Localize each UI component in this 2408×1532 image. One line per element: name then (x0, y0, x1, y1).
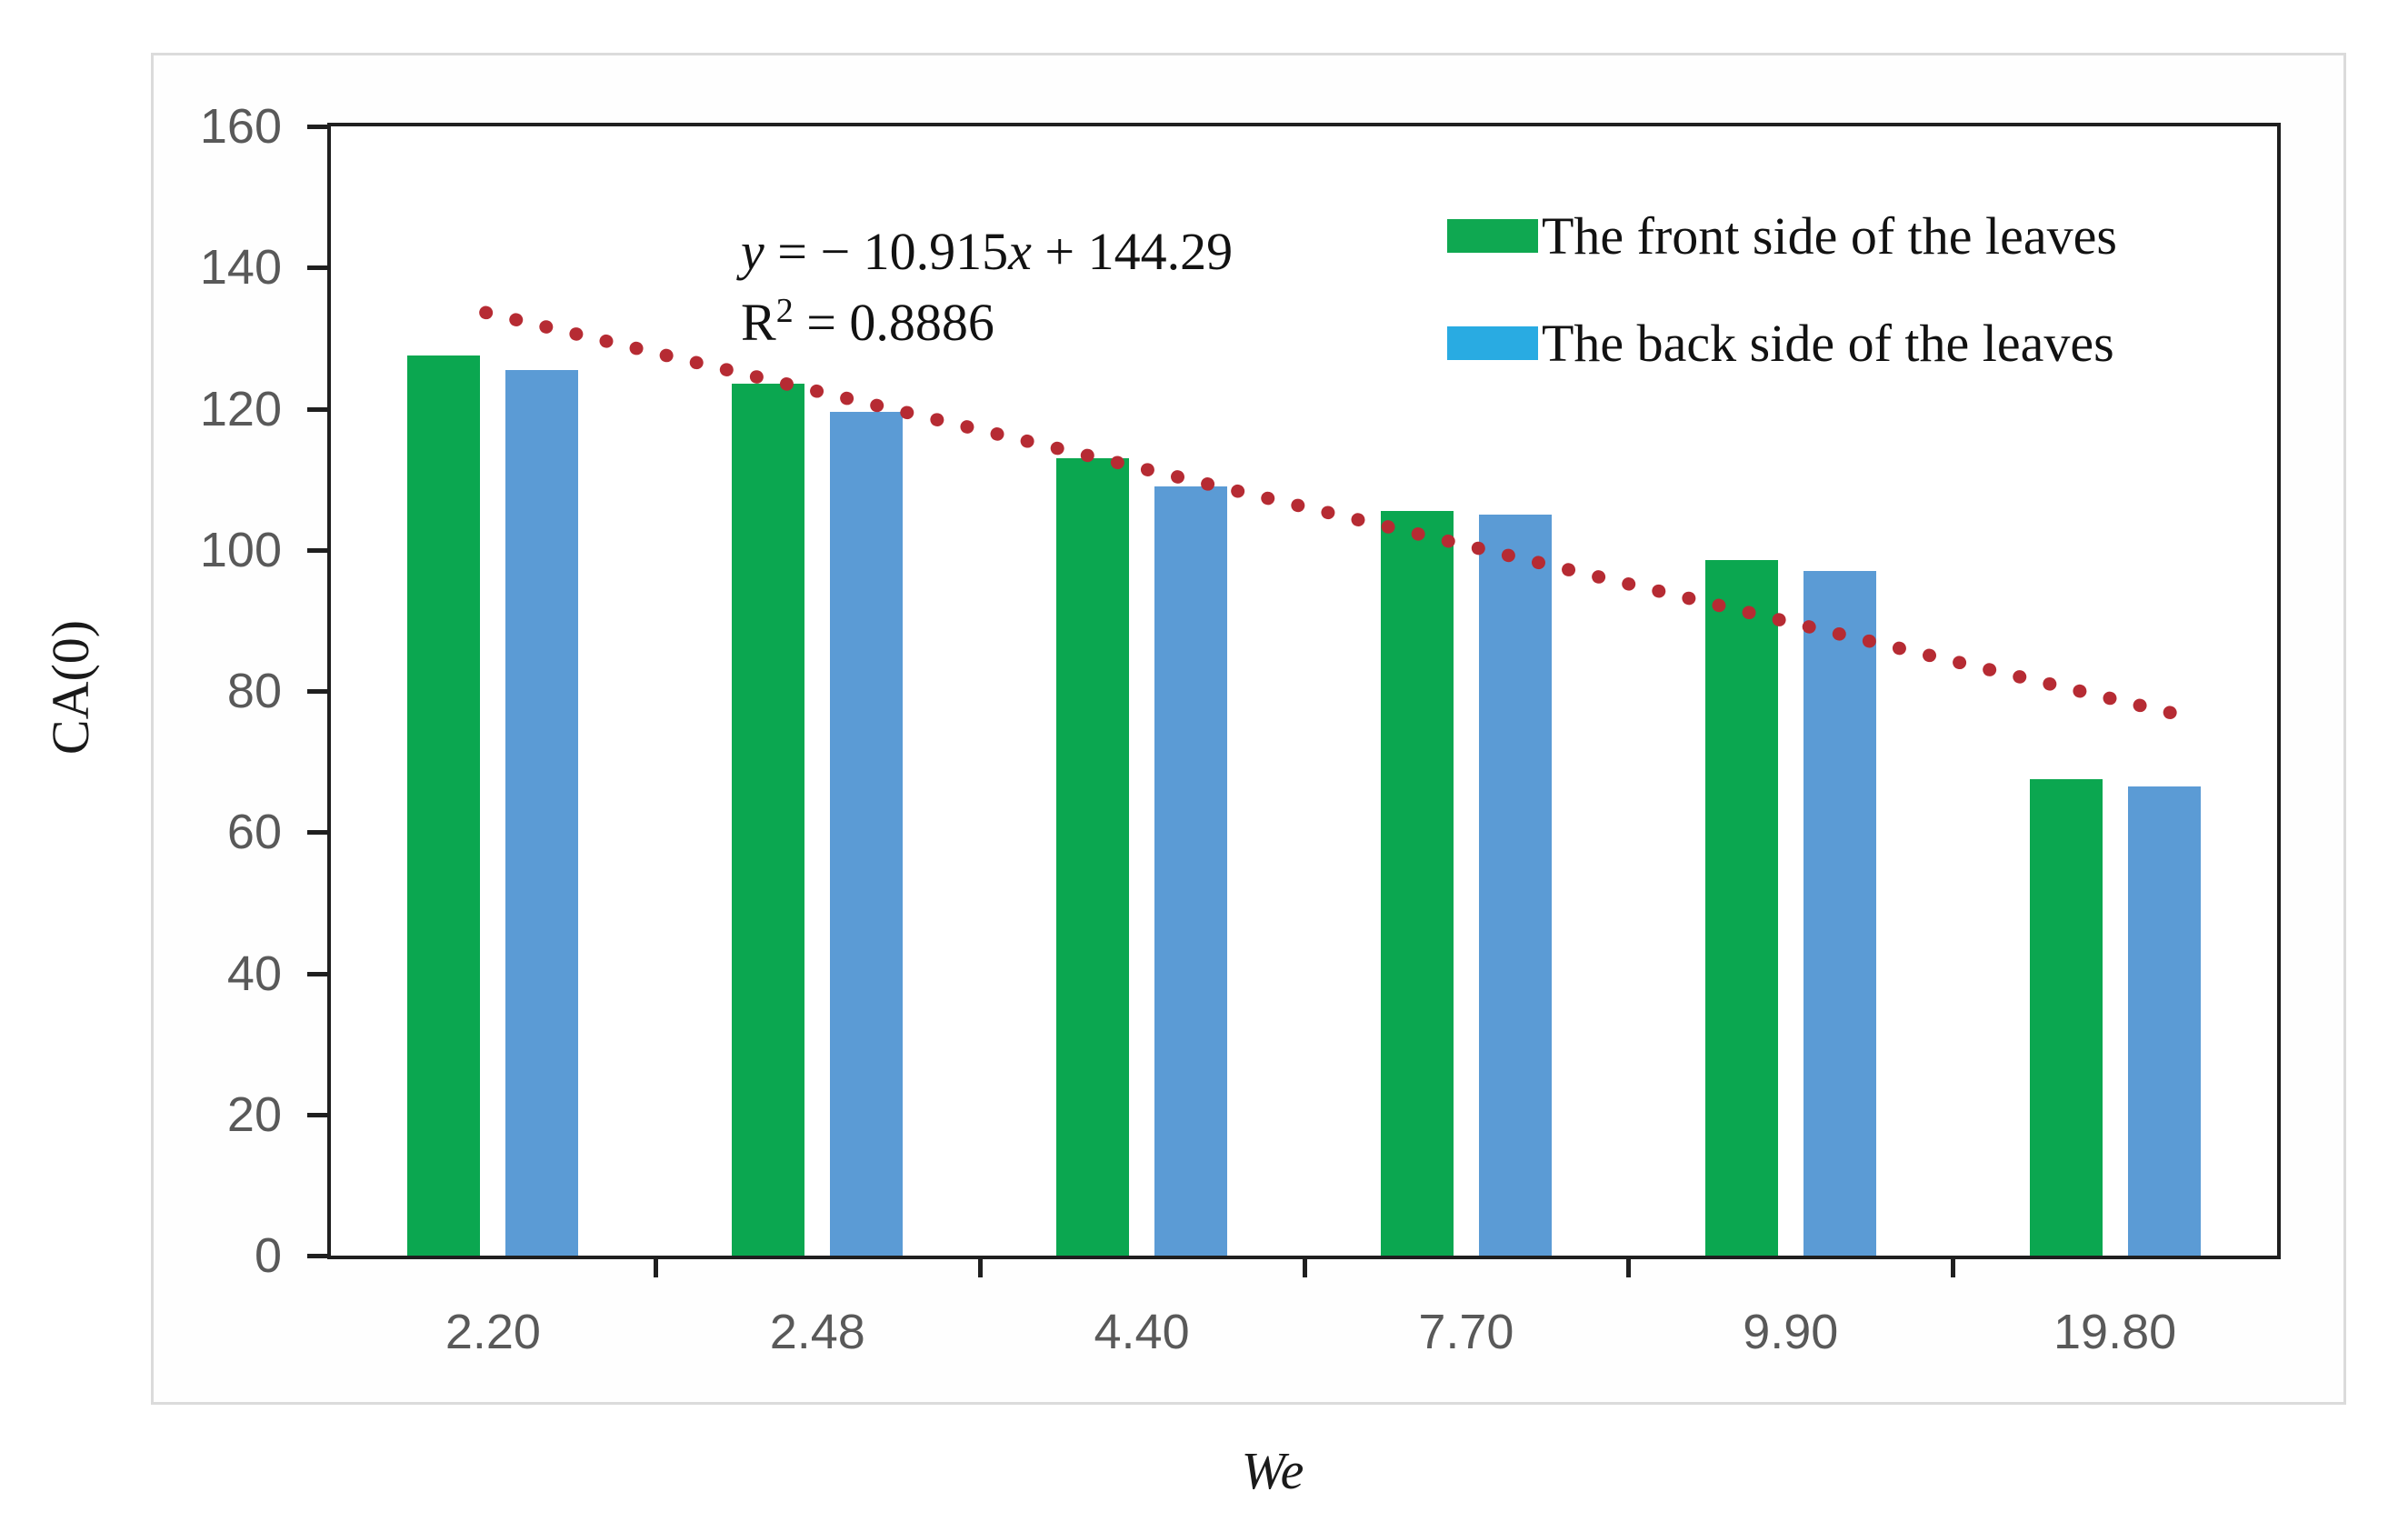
legend-label-back: The back side of the leaves (1542, 313, 2114, 373)
bar-front-4.40 (1056, 457, 1130, 1256)
bar-front-19.80 (2029, 779, 2103, 1256)
bar-front-7.70 (1380, 511, 1454, 1256)
bar-front-2.20 (407, 355, 481, 1256)
front-series-swatch-icon (1447, 218, 1538, 253)
bar-back-2.48 (830, 412, 904, 1256)
bars-layer (331, 126, 2277, 1256)
bar-back-19.80 (2127, 786, 2201, 1256)
trendline-equation: y = − 10.915x + 144.29 R2 = 0.8886 (741, 216, 1233, 358)
bar-back-7.70 (1478, 514, 1552, 1256)
equation-line-1: y = − 10.915x + 144.29 (741, 222, 1234, 281)
bar-back-4.40 (1154, 486, 1228, 1256)
trendline-dotted (479, 305, 2178, 720)
legend-item-front: The front side of the leaves (1447, 206, 2117, 265)
equation-line-2: R2 = 0.8886 (741, 292, 994, 352)
trendline-layer (479, 305, 2178, 720)
legend-item-back: The back side of the leaves (1447, 314, 2114, 373)
x-axis-title: We (1241, 1441, 1304, 1500)
plot-area (327, 123, 2281, 1259)
bar-back-2.20 (505, 369, 579, 1256)
bar-back-9.90 (1803, 571, 1876, 1256)
bar-front-9.90 (1704, 560, 1778, 1256)
legend-label-front: The front side of the leaves (1542, 205, 2117, 265)
y-axis-title: CA(0) (41, 619, 100, 756)
back-series-swatch-icon (1447, 325, 1538, 360)
bar-front-2.48 (732, 384, 805, 1256)
